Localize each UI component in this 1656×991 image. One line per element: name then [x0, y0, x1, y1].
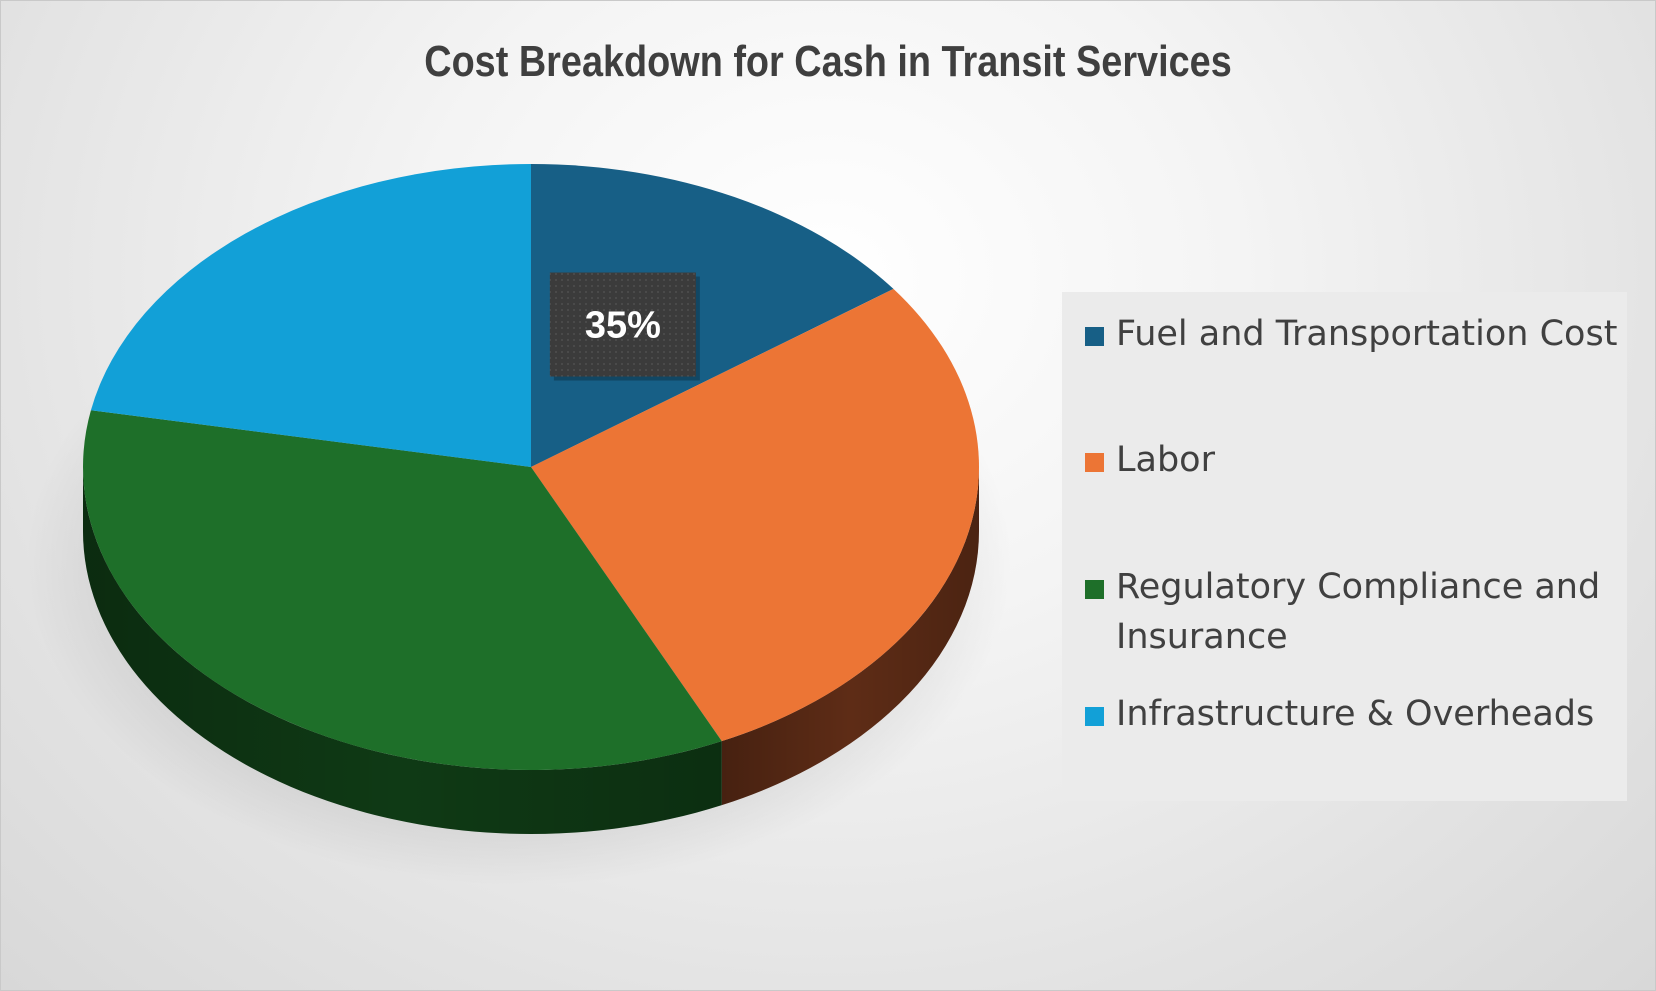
data-label-box [549, 272, 696, 377]
chart-title: Cost Breakdown for Cash in Transit Servi… [424, 37, 1232, 86]
pie-slice-infrastructure-overheads [90, 164, 532, 467]
legend-item-infrastructure: Infrastructure & Overheads [1085, 689, 1621, 739]
data-label-fuel-and-transportation-cost: 35% [585, 305, 661, 347]
legend-label-labor: Labor [1116, 440, 1215, 480]
legend-swatch-infrastructure [1085, 707, 1104, 726]
legend-swatch-labor [1085, 453, 1104, 472]
pie-slices [82, 164, 979, 770]
legend: Fuel and Transportation Cost Labor Regul… [1062, 292, 1627, 801]
pie-side-shade-labor [721, 467, 979, 806]
legend-item-labor: Labor [1085, 435, 1621, 485]
legend-item-fuel: Fuel and Transportation Cost [1085, 309, 1621, 359]
pie-slice-labor [531, 288, 979, 742]
pie-slice-regulatory-compliance-and-insurance [82, 410, 722, 770]
legend-label-regulatory: Regulatory Compliance and Insurance [1116, 567, 1601, 657]
pie-sides [83, 467, 979, 834]
pie-side-shade-regulatory-compliance-and-insurance [83, 467, 722, 834]
data-labels: 35% [549, 272, 700, 381]
legend-item-regulatory: Regulatory Compliance and Insurance [1085, 562, 1621, 662]
legend-label-fuel: Fuel and Transportation Cost [1116, 314, 1618, 354]
legend-label-infrastructure: Infrastructure & Overheads [1116, 694, 1595, 734]
legend-swatch-fuel [1085, 327, 1104, 346]
pie-slice-fuel-and-transportation-cost [531, 164, 894, 467]
legend-swatch-regulatory [1085, 580, 1104, 599]
pie-chart: 35% [26, 164, 1012, 886]
